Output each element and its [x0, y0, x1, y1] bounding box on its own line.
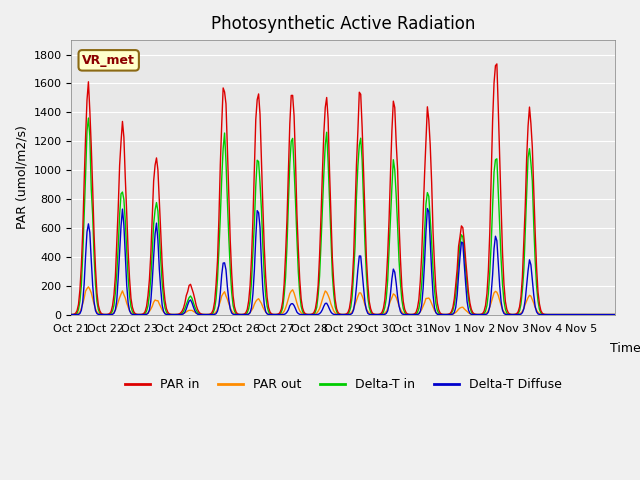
X-axis label: Time: Time [610, 342, 640, 355]
Y-axis label: PAR (umol/m2/s): PAR (umol/m2/s) [15, 125, 28, 229]
Title: Photosynthetic Active Radiation: Photosynthetic Active Radiation [211, 15, 475, 33]
Legend: PAR in, PAR out, Delta-T in, Delta-T Diffuse: PAR in, PAR out, Delta-T in, Delta-T Dif… [120, 373, 566, 396]
Text: VR_met: VR_met [83, 54, 135, 67]
